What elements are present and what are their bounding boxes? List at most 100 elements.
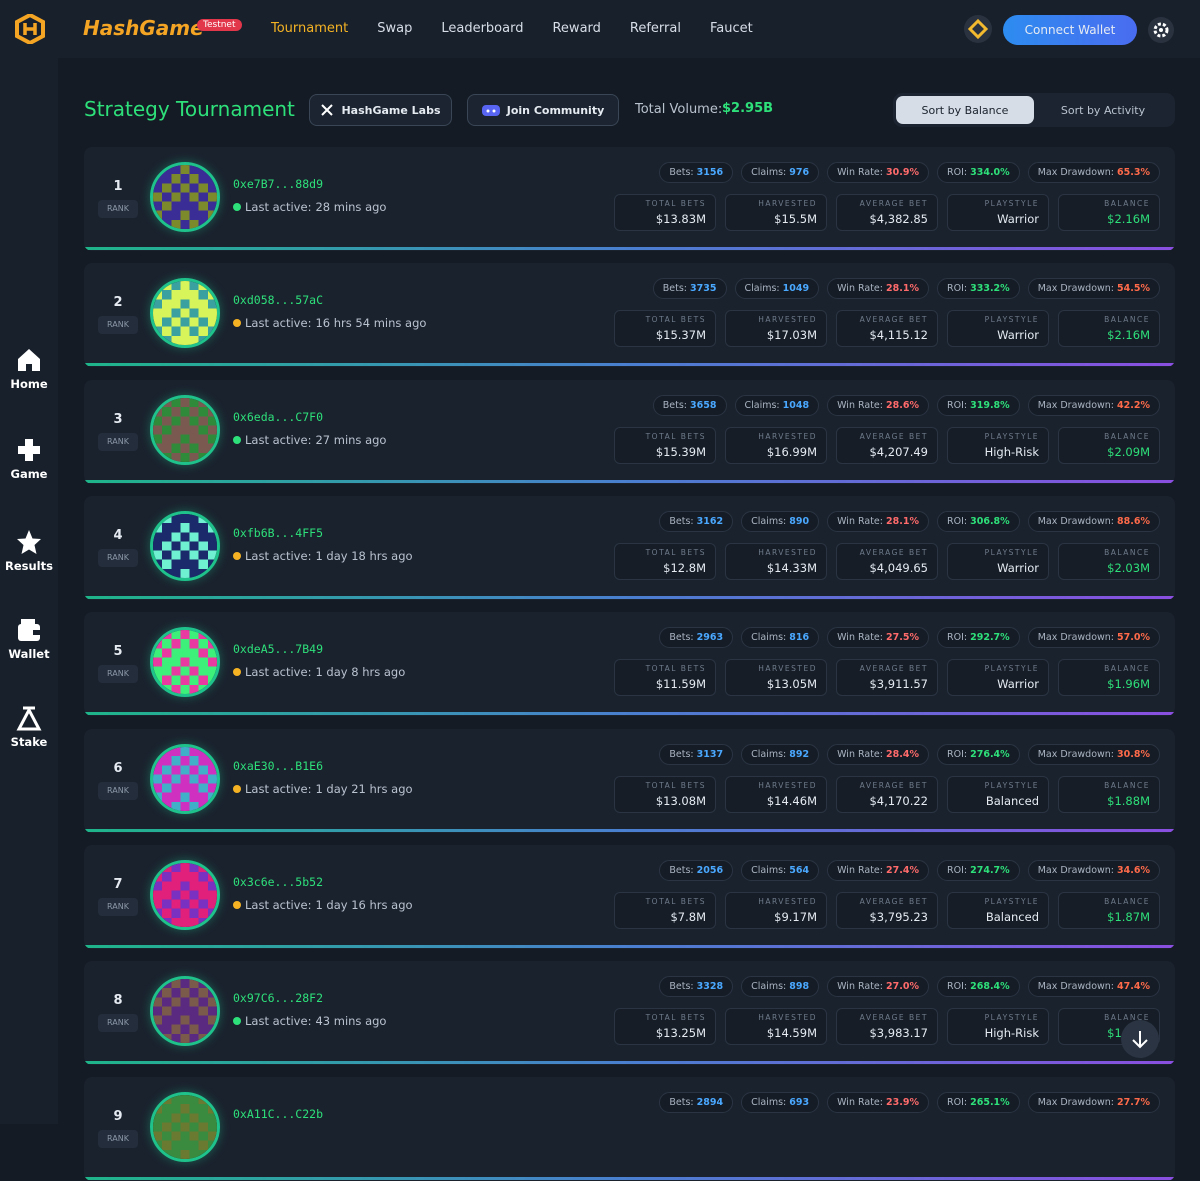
stat-pill: Bets: 2056 [659,859,734,881]
stat-label: Claims: [751,748,787,760]
status-dot [233,551,241,560]
x-button[interactable]: HashGame Labs [309,94,452,126]
avatar-pixels [153,513,217,578]
stat-box: AVERAGE BET $3,983.17 [836,1008,938,1046]
box-value: $14.59M [766,1026,817,1041]
stat-value: 265.1% [970,1097,1010,1109]
row-accent [84,247,1175,250]
sidebar-item[interactable]: Results [0,528,58,573]
nav-link[interactable]: Leaderboard [441,21,524,36]
stat-value: 3137 [696,748,724,760]
settings-icon[interactable] [1148,17,1174,43]
box-label: TOTAL BETS [645,315,706,325]
stat-pill: Bets: 2963 [659,627,734,649]
box-label: AVERAGE BET [859,315,928,325]
stat-pill: Claims: 890 [741,510,820,532]
stat-pill: Bets: 3137 [659,743,734,765]
rank: 1 [113,179,123,194]
stat-boxes: TOTAL BETS $13.08M HARVESTED $14.46M AVERAGE… [614,775,1160,813]
nav-link[interactable]: Reward [552,21,601,36]
leaderboard-row[interactable]: 8 RANK 0x97C6...28F2 Last active: 43 mins ag… [84,961,1175,1066]
stat-box: TOTAL BETS $15.39M [614,426,716,464]
testnet-badge: Testnet [197,19,242,31]
stat-box: AVERAGE BET $4,382.85 [836,194,938,231]
bnb-icon[interactable] [964,15,992,43]
address: 0x3c6e...5b52 [233,874,324,889]
rank: 4 [113,527,123,543]
status-dot [233,319,241,328]
connect-wallet[interactable]: Connect Wallet [1003,15,1137,45]
stat-pills: Bets: 3137 Claims: 892 Win Rate: 28.4% ROI:… [659,743,1160,765]
avatar-pixels [153,979,217,1044]
nav-link[interactable]: Tournament [271,21,349,36]
stat-label: Claims: [751,1097,787,1109]
stat-value: 27.5% [886,632,919,644]
nav-link[interactable]: Swap [377,21,413,36]
box-label: TOTAL BETS [645,664,706,674]
stat-boxes: TOTAL BETS $7.8M HARVESTED $9.17M AVERAGE BE… [614,891,1160,929]
nav-link[interactable]: Referral [629,21,681,36]
leaderboard-row[interactable]: 2 RANK 0xd058...57aC Last active: 16 hrs 54 … [84,263,1175,368]
sidebar-item[interactable]: Stake [0,704,58,749]
leaderboard-row[interactable]: 6 RANK 0xaE30...B1E6 Last active: 1 day 21 h… [84,728,1175,833]
box-label: TOTAL BETS [645,431,706,441]
last-active-value: 1 day 8 hrs ago [315,665,406,680]
leaderboard-row[interactable]: 3 RANK 0x6eda...C7F0 Last active: 27 mins ag… [84,379,1175,484]
sidebar-item[interactable]: Wallet [0,616,58,661]
nav-link[interactable]: Faucet [709,21,753,36]
sort-balance[interactable]: Sort by Balance [896,96,1034,124]
sort-activity[interactable]: Sort by Activity [1060,103,1146,117]
discord-icon [481,104,500,116]
stat-pill: Claims: 898 [741,976,820,998]
leaderboard-row[interactable]: 9 RANK 0xA11C...C22b Bets: 2894 Claims: 693 W… [84,1077,1175,1181]
box-value: $11.59M [655,677,706,692]
stat-label: ROI: [946,632,968,644]
leaderboard-row[interactable]: 1 RANK 0xe7B7...88d9 Last active: 28 mins ag… [84,147,1175,251]
stat-pill: Max Drawdown: 27.7% [1027,1092,1160,1114]
stat-value: 54.5% [1117,283,1150,295]
box-label: BALANCE [1104,199,1150,208]
stat-value: 3658 [690,399,717,411]
stat-value: 88.6% [1117,515,1150,527]
box-value: $17.03M [766,328,817,343]
community-button[interactable]: Join Community [467,94,619,126]
last-active: Last active: 16 hrs 54 mins ago [233,316,426,330]
stat-box: HARVESTED $14.46M [725,775,827,813]
stat-label: Claims: [744,399,780,411]
box-value: $14.33M [766,560,817,575]
last-active-value: 27 mins ago [315,432,387,447]
stat-value: 334.0% [970,167,1010,178]
stat-value: 319.8% [970,399,1010,411]
rank-label: RANK [98,316,138,335]
last-active: Last active: 1 day 18 hrs ago [233,549,413,563]
stat-value: 28.1% [886,515,919,527]
stat-boxes: TOTAL BETS $12.8M HARVESTED $14.33M AVERAGE … [614,542,1160,580]
stat-pill: ROI: 334.0% [936,162,1020,183]
sidebar-item[interactable]: Home [0,346,58,391]
last-active: Last active: 1 day 16 hrs ago [233,898,413,912]
box-label: PLAYSTYLE [984,547,1039,557]
box-value: $2.16M [1107,212,1150,226]
leaderboard-row[interactable]: 7 RANK 0x3c6e...5b52 Last active: 1 day 16 h… [84,844,1175,949]
rank: 5 [113,644,123,660]
box-value: $14.46M [766,793,817,808]
scroll-down[interactable] [1121,1020,1159,1058]
stat-value: 892 [789,748,810,760]
stat-value: 3328 [696,981,724,993]
leaderboard-row[interactable]: 5 RANK 0xdeA5...7B49 Last active: 1 day 8 hr… [84,612,1175,717]
leaderboard-row[interactable]: 4 RANK 0xfb6B...4FF5 Last active: 1 day 18 h… [84,495,1175,600]
stat-value: 42.2% [1117,399,1150,411]
stat-label: Win Rate: [837,632,883,644]
stat-label: Claims: [744,283,780,295]
stat-box: PLAYSTYLE Warrior [947,194,1049,231]
rank-label: RANK [98,897,138,916]
stat-pill: Win Rate: 28.1% [827,510,929,532]
sidebar-label: Stake [10,735,48,749]
sidebar-label: Game [10,467,48,481]
rank: 8 [113,993,123,1009]
sidebar-item[interactable]: Game [0,436,58,481]
stat-box: HARVESTED $13.05M [725,659,827,697]
stat-pill: Claims: 976 [741,162,820,183]
stat-pills: Bets: 3162 Claims: 890 Win Rate: 28.1% ROI:… [659,510,1160,532]
stat-label: Bets: [669,748,694,760]
